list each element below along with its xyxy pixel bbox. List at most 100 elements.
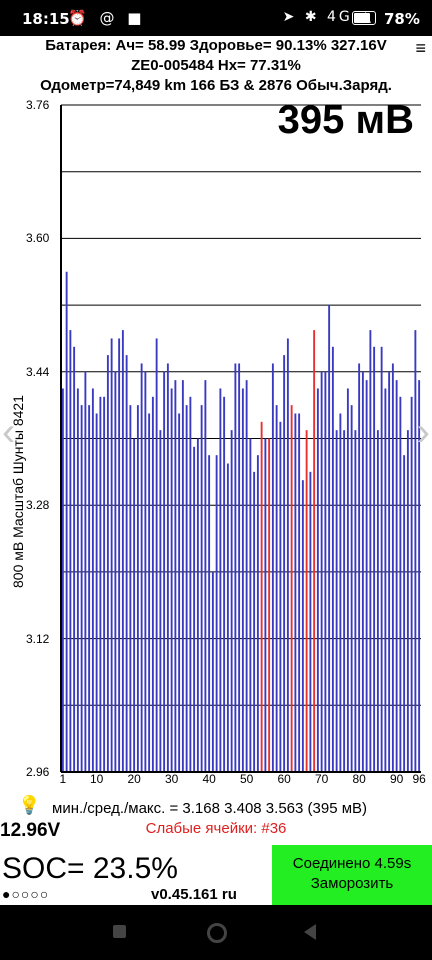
cell-bar: [118, 338, 121, 772]
cell-bar: [181, 380, 184, 772]
connection-freeze-button[interactable]: Соединено 4.59s Заморозить: [272, 845, 432, 905]
cell-bar: [76, 388, 79, 772]
cell-bar: [380, 346, 383, 772]
voltage-spread: 395 мВ: [277, 98, 414, 142]
recents-icon[interactable]: [113, 925, 126, 938]
cell-bar: [403, 455, 406, 772]
cell-bar: [110, 338, 113, 772]
x-tick-label: 50: [239, 772, 254, 786]
y-tick-label: 3.60: [26, 231, 50, 246]
cell-bar: [268, 438, 271, 772]
cell-bar: [316, 388, 319, 772]
cell-bar: [249, 438, 252, 772]
vin-health: ZE0-005484 Hx= 77.31%: [131, 57, 301, 74]
y-tick-label: 3.12: [26, 631, 50, 646]
cell-bar: [406, 430, 409, 772]
x-tick-label: 96: [412, 772, 426, 786]
min-avg-max-stats: мин./сред./макс. = 3.168 3.408 3.563 (39…: [52, 800, 368, 817]
next-arrow-icon[interactable]: ›: [416, 410, 430, 454]
cell-bar: [328, 305, 331, 772]
cell-bar: [69, 330, 72, 772]
cell-bar: [114, 371, 117, 772]
y-tick-label: 2.96: [26, 765, 50, 779]
cell-bar: [204, 380, 207, 772]
cell-bar: [286, 338, 289, 772]
cell-bar: [103, 396, 106, 772]
home-icon[interactable]: [207, 923, 227, 943]
x-tick-label: 10: [89, 772, 104, 786]
cell-bar: [245, 380, 248, 772]
cell-bar: [136, 405, 139, 772]
cell-bar: [264, 438, 267, 772]
cell-bar: [369, 330, 372, 772]
cell-bar: [133, 438, 136, 772]
status-bar: 18:15 ⏰ @ ■ ➤ ✱ 4G ▲ 78%: [0, 0, 432, 36]
cell-bar: [279, 421, 282, 772]
cell-bar: [219, 388, 222, 772]
page-dots: ●○○○○: [2, 886, 50, 902]
y-tick-label: 3.28: [26, 498, 50, 513]
cell-bar: [230, 430, 233, 772]
cell-bar: [185, 405, 188, 772]
cell-bar: [395, 380, 398, 772]
cell-bar: [354, 430, 357, 772]
cell-bar: [241, 388, 244, 772]
cell-bar: [61, 388, 64, 772]
connection-status: Соединено 4.59s: [292, 855, 412, 872]
cell-bar: [384, 388, 387, 772]
cell-bar: [346, 388, 349, 772]
cell-bar: [275, 405, 278, 772]
cell-bar: [399, 396, 402, 772]
cell-bar: [410, 396, 413, 772]
cell-bar: [373, 346, 376, 772]
soc-value: SOC= 23.5%: [2, 852, 178, 885]
cell-bar: [215, 455, 218, 772]
previous-arrow-icon[interactable]: ‹: [2, 410, 16, 454]
cell-bar: [271, 363, 274, 772]
cell-bar: [365, 380, 368, 772]
lightbulb-icon[interactable]: 💡: [18, 795, 41, 815]
cell-bar: [350, 405, 353, 772]
cell-bar: [178, 413, 181, 772]
back-icon[interactable]: [304, 924, 316, 940]
x-tick-label: 70: [314, 772, 329, 786]
cell-bar: [159, 430, 162, 772]
cell-bar: [155, 338, 158, 772]
cell-bar: [200, 405, 203, 772]
cell-bar: [106, 355, 109, 772]
cell-bar: [339, 413, 342, 772]
cell-bar: [388, 371, 391, 772]
weak-cells: Слабые ячейки: #36: [145, 820, 287, 837]
system-navigation-bar: [0, 905, 432, 960]
cell-bar: [91, 388, 94, 772]
cell-bar: [298, 413, 301, 772]
clock: 18:15: [22, 10, 70, 28]
cell-bar: [283, 355, 286, 772]
cell-bar: [163, 371, 166, 772]
x-tick-label: 30: [164, 772, 179, 786]
cell-bar: [65, 271, 68, 772]
app-version: v0.45.161 ru: [151, 886, 237, 903]
y-tick-label: 3.76: [26, 98, 50, 112]
cell-bar: [121, 330, 124, 772]
cell-bar: [418, 380, 421, 772]
x-tick-label: 90: [389, 772, 404, 786]
x-tick-label: 1: [59, 772, 67, 786]
cell-bar: [320, 371, 323, 772]
cell-bar: [166, 363, 169, 772]
cell-bar: [301, 480, 304, 772]
y-tick-label: 3.44: [26, 364, 50, 379]
cell-bar: [170, 388, 173, 772]
cell-bar: [226, 463, 229, 772]
cell-bar: [174, 380, 177, 772]
cell-bar: [324, 371, 327, 772]
odometer-charges: Одометр=74,849 km 166 БЗ & 2876 Обыч.Зар…: [40, 77, 392, 94]
cell-bar: [140, 363, 143, 772]
cell-bar: [361, 371, 364, 772]
cell-bar: [391, 363, 394, 772]
cell-bar: [223, 396, 226, 772]
menu-icon[interactable]: ≡: [415, 38, 426, 58]
cell-bar: [234, 363, 237, 772]
cell-bar: [238, 363, 241, 772]
cell-bar: [125, 355, 128, 772]
